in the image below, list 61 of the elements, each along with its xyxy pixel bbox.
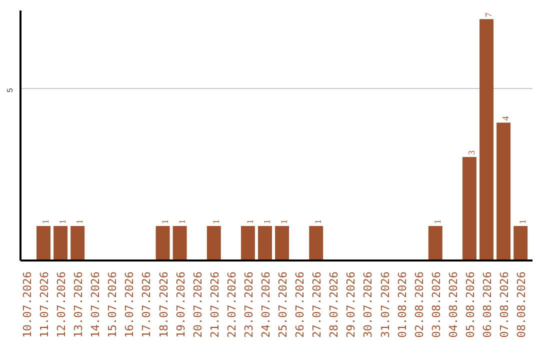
data-label: 1 <box>279 220 290 224</box>
x-tick-label: 02.08.2026 <box>412 271 426 338</box>
x-tick-label: 30.07.2026 <box>362 271 375 338</box>
data-label: 1 <box>58 220 68 224</box>
x-tick-label: 15.07.2026 <box>106 271 120 338</box>
x-tick-label: 03.08.2026 <box>430 271 443 338</box>
x-tick-label: 29.07.2026 <box>344 271 358 338</box>
bar <box>309 226 324 260</box>
x-tick-label: 10.07.2026 <box>20 271 34 338</box>
data-label: 1 <box>262 220 272 224</box>
x-tick-label: 21.07.2026 <box>208 271 222 338</box>
bar <box>206 226 221 260</box>
x-tick-label: 18.07.2026 <box>157 271 170 338</box>
x-tick-label: 04.08.2026 <box>446 271 460 338</box>
bar <box>172 226 187 260</box>
bar <box>54 226 68 260</box>
data-label: 3 <box>466 150 476 156</box>
x-tick-label: 24.07.2026 <box>260 271 272 338</box>
x-tick-label: 14.07.2026 <box>89 271 102 338</box>
bar <box>258 226 272 260</box>
x-tick-label: 31.07.2026 <box>378 271 392 338</box>
bar <box>514 226 528 260</box>
data-label: 1 <box>40 220 50 224</box>
x-tick-label: 13.07.2026 <box>72 271 86 338</box>
x-tick-label: 22.07.2026 <box>225 271 238 338</box>
data-label: 1 <box>518 220 528 224</box>
x-tick-label: 08.08.2026 <box>515 271 528 338</box>
x-tick-label: 01.08.2026 <box>396 271 409 338</box>
bar <box>275 226 290 260</box>
data-label: 4 <box>500 116 511 121</box>
bar <box>36 226 50 260</box>
bar <box>240 226 255 260</box>
x-tick-label: 12.07.2026 <box>55 271 68 338</box>
x-tick-label: 06.08.2026 <box>480 271 494 338</box>
data-label: 1 <box>210 220 221 224</box>
bar <box>156 226 170 260</box>
x-tick-label: 26.07.2026 <box>294 271 307 338</box>
x-tick-label: 20.07.2026 <box>191 271 204 338</box>
x-tick-label: 11.07.2026 <box>38 271 51 338</box>
bar <box>496 122 511 260</box>
bar <box>70 226 85 260</box>
x-tick-label: 16.07.2026 <box>123 271 136 338</box>
x-tick-label: 19.07.2026 <box>174 271 188 338</box>
x-tick-label: 25.07.2026 <box>276 271 290 338</box>
data-label: 1 <box>432 220 442 224</box>
data-label: 7 <box>483 12 494 18</box>
data-label: 1 <box>244 220 255 224</box>
x-tick-label: 27.07.2026 <box>310 271 324 338</box>
bar <box>480 19 494 260</box>
bar <box>462 157 476 260</box>
data-label: 1 <box>160 220 170 224</box>
x-tick-label: 07.08.2026 <box>498 271 512 338</box>
data-label: 1 <box>313 220 324 224</box>
x-tick-label: 17.07.2026 <box>140 271 154 338</box>
x-tick-label: 23.07.2026 <box>242 271 256 338</box>
x-tick-label: 28.07.2026 <box>328 271 341 338</box>
data-label: 1 <box>176 220 187 224</box>
data-label: 1 <box>74 220 85 224</box>
x-tick-label: 05.08.2026 <box>464 271 477 338</box>
y-tick-label: 5 <box>6 88 14 93</box>
bar <box>428 226 442 260</box>
